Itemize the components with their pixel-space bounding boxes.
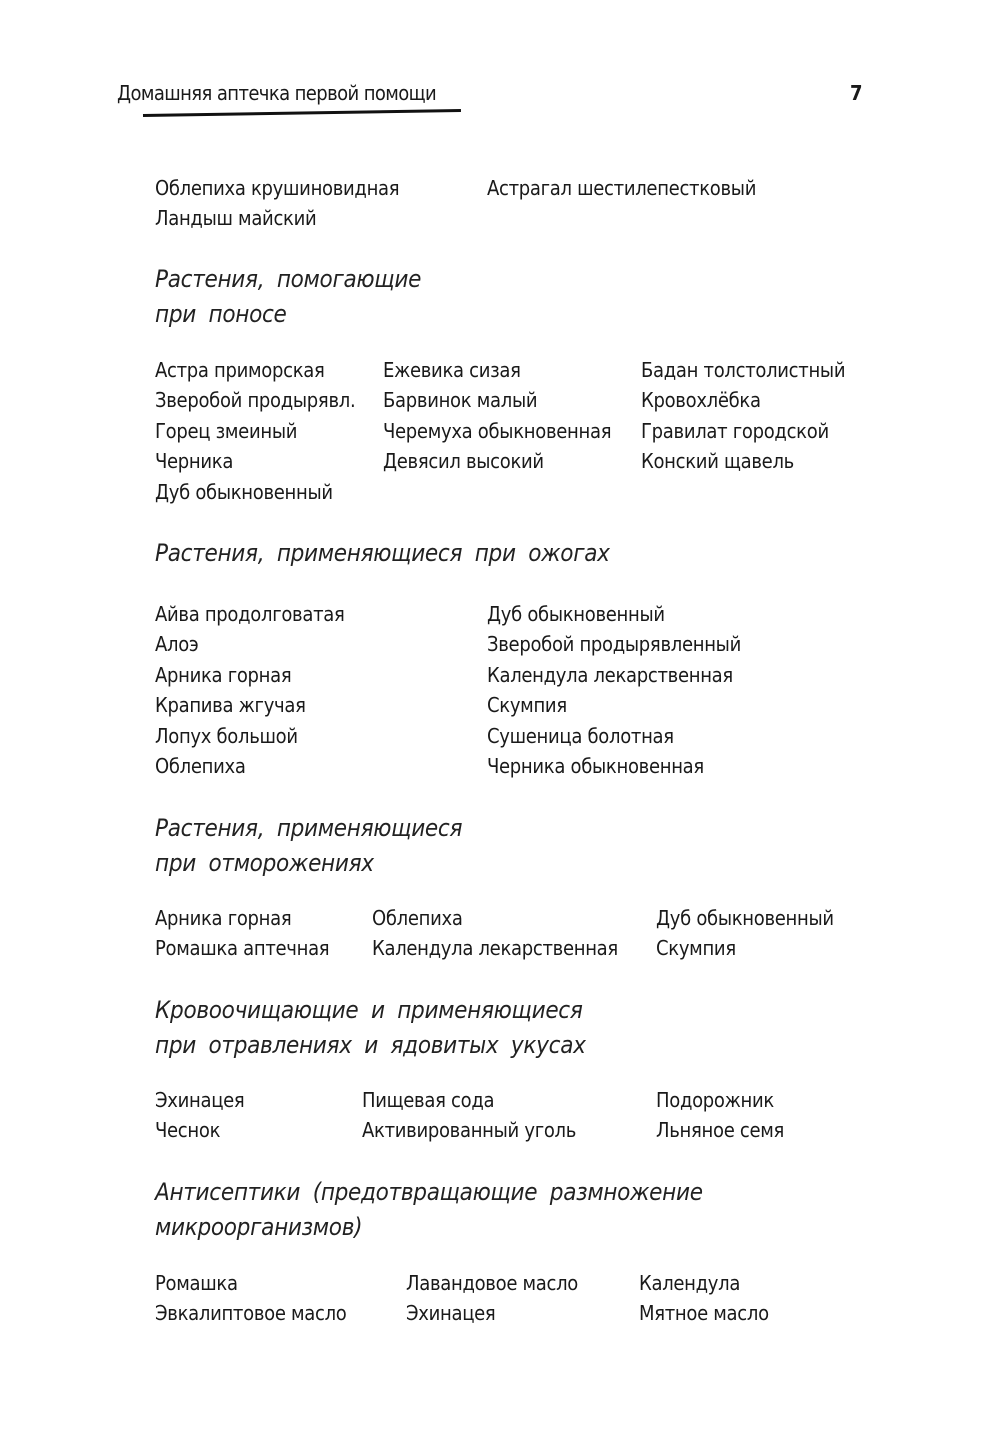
list-row: Алоэ Зверобой продырявленный (0, 629, 986, 659)
list-item: Астра приморская (155, 358, 325, 382)
section-heading: Кровоочищающие и применяющиеся (155, 996, 583, 1024)
section-heading: при поносе (155, 299, 287, 328)
list-item: Зверобой продырявл. (155, 388, 356, 413)
section-heading: Антисептики (предотвращающие размножение (155, 1178, 703, 1206)
list-item: Лавандовое масло (406, 1271, 579, 1295)
list-row: Дуб обыкновенный (0, 477, 986, 507)
list-item: Кровохлёбка (641, 388, 761, 413)
list-item: Ландыш майский (155, 206, 317, 231)
running-head: Домашняя аптечка первой помощи (117, 81, 437, 105)
list-item: Гравилат городской (641, 418, 829, 443)
list-item: Мятное масло (639, 1301, 769, 1326)
list-item: Астрагал шестилепестковый (487, 176, 757, 200)
list-row: Эхинацея Пищевая сода Подорожник (0, 1085, 986, 1115)
list-item: Облепиха (372, 906, 463, 930)
list-row: Черника Девясил высокий Конский щавель (0, 446, 986, 476)
list-item: Эхинацея (155, 1088, 245, 1112)
list-item: Эхинацея (406, 1301, 496, 1326)
list-item: Девясил высокий (383, 449, 544, 474)
list-row: Арника горная Облепиха Дуб обыкновенный (0, 903, 986, 933)
list-item: Календула (639, 1271, 741, 1295)
page-number: 7 (850, 81, 863, 105)
list-item: Дуб обыкновенный (155, 479, 333, 504)
list-item: Ежевика сизая (383, 358, 521, 382)
list-row: Облепиха Черника обыкновенная (0, 751, 986, 781)
list-item: Подорожник (656, 1088, 774, 1112)
list-item: Айва продолговатая (155, 602, 345, 626)
plant-list: Айва продолговатая Дуб обыкновенный Алоэ Зв… (0, 599, 986, 781)
list-row: Горец змеиный Черемуха обыкновенная Гравил… (0, 416, 986, 446)
header-rule (142, 109, 461, 117)
list-row: Чеснок Активированный уголь Льняное семя (0, 1115, 986, 1145)
section-heading: Растения, применяющиеся при ожогах (155, 539, 610, 567)
list-item: Пищевая сода (362, 1088, 495, 1112)
list-row: Зверобой продырявл. Барвинок малый Кровохл… (0, 385, 986, 415)
list-item: Активированный уголь (362, 1118, 577, 1143)
list-row: Лопух большой Сушеница болотная (0, 721, 986, 751)
list-row: Ромашка аптечная Календула лекарственная С… (0, 933, 986, 963)
section-heading: Растения, помогающие (155, 265, 422, 293)
section-heading: Растения, применяющиеся (155, 814, 463, 842)
list-item: Льняное семя (656, 1118, 785, 1143)
list-item: Черника (155, 449, 234, 474)
section-heading: при отравлениях и ядовитых укусах (155, 1030, 586, 1059)
plant-list: Астра приморская Ежевика сизая Бадан толст… (0, 355, 986, 507)
plant-list: Облепиха крушиновидная Астрагал шестилепе… (0, 173, 986, 234)
list-item: Ромашка аптечная (155, 936, 330, 961)
list-item: Алоэ (155, 632, 199, 657)
section-heading: микроорганизмов) (155, 1212, 363, 1241)
list-item: Черемуха обыкновенная (383, 418, 612, 443)
list-item: Зверобой продырявленный (487, 632, 741, 657)
list-row: Арника горная Календула лекарственная (0, 660, 986, 690)
list-item: Горец змеиный (155, 418, 298, 443)
list-item: Лопух большой (155, 723, 298, 748)
list-item: Арника горная (155, 662, 292, 687)
list-row: Ландыш майский (0, 203, 986, 233)
list-item: Крапива жгучая (155, 693, 306, 718)
list-row: Айва продолговатая Дуб обыкновенный (0, 599, 986, 629)
list-row: Астра приморская Ежевика сизая Бадан толст… (0, 355, 986, 385)
list-row: Крапива жгучая Скумпия (0, 690, 986, 720)
plant-list: Арника горная Облепиха Дуб обыкновенный Ром… (0, 903, 986, 964)
list-item: Чеснок (155, 1118, 221, 1143)
list-item: Скумпия (487, 693, 567, 718)
list-item: Дуб обыкновенный (487, 602, 665, 626)
section-heading: при отморожениях (155, 848, 374, 877)
list-item: Облепиха крушиновидная (155, 176, 400, 200)
plant-list: Ромашка Лавандовое масло Календула Эвкалипт… (0, 1268, 986, 1329)
list-item: Бадан толстолистный (641, 358, 846, 382)
list-item: Облепиха (155, 753, 246, 778)
plant-list: Эхинацея Пищевая сода Подорожник Чеснок Акти… (0, 1085, 986, 1146)
list-item: Календула лекарственная (487, 662, 733, 687)
list-item: Эвкалиптовое масло (155, 1301, 347, 1326)
list-item: Черника обыкновенная (487, 753, 704, 778)
list-row: Облепиха крушиновидная Астрагал шестилепе… (0, 173, 986, 203)
list-row: Ромашка Лавандовое масло Календула (0, 1268, 986, 1298)
list-item: Календула лекарственная (372, 936, 618, 961)
list-item: Конский щавель (641, 449, 794, 474)
list-item: Арника горная (155, 906, 292, 930)
list-item: Ромашка (155, 1271, 238, 1295)
list-item: Сушеница болотная (487, 723, 674, 748)
list-item: Дуб обыкновенный (656, 906, 834, 930)
list-item: Скумпия (656, 936, 736, 961)
list-item: Барвинок малый (383, 388, 538, 413)
list-row: Эвкалиптовое масло Эхинацея Мятное масло (0, 1298, 986, 1328)
